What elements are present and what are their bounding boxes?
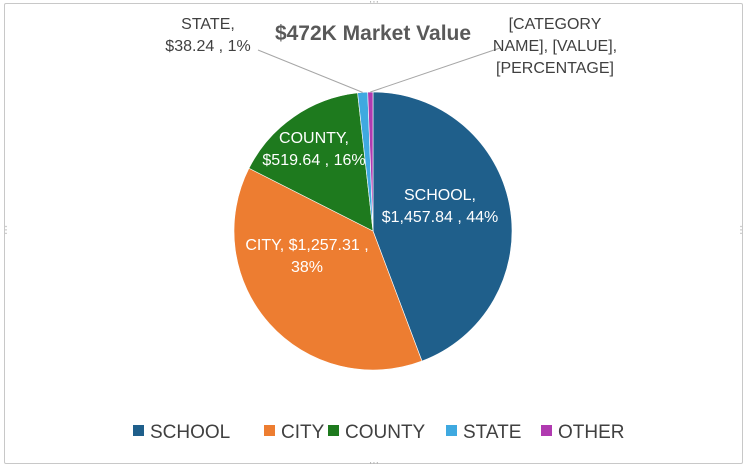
- slice-city[interactable]: [233, 167, 423, 371]
- leader-line-state: [257, 49, 363, 93]
- legend-label-state: STATE: [463, 422, 521, 443]
- legend-item-school[interactable]: SCHOOL: [133, 422, 230, 443]
- resize-handle-left[interactable]: ⋮: [1, 225, 11, 236]
- legend-label-county: COUNTY: [345, 422, 426, 443]
- legend-item-city[interactable]: CITY: [264, 422, 325, 443]
- legend-item-state[interactable]: STATE: [446, 422, 521, 443]
- legend-swatch-school: [133, 425, 144, 436]
- legend-label-other: OTHER: [558, 422, 625, 443]
- legend-label-school: SCHOOL: [150, 422, 230, 443]
- legend-swatch-county: [328, 425, 339, 436]
- slice-school[interactable]: [372, 91, 513, 362]
- chart-title: $472K Market Value: [275, 22, 471, 45]
- slice-county[interactable]: [248, 92, 374, 232]
- data-label-county: COUNTY, $519.64 , 16%: [262, 130, 365, 169]
- leader-line-other: [370, 47, 501, 93]
- resize-handle-top[interactable]: ⋯: [369, 0, 379, 8]
- resize-handle-right[interactable]: ⋮: [736, 225, 746, 236]
- legend-label-city: CITY: [281, 422, 325, 443]
- data-label-school: SCHOOL, $1,457.84 , 44%: [382, 187, 499, 226]
- legend-item-other[interactable]: OTHER: [541, 422, 625, 443]
- legend-swatch-city: [264, 425, 275, 436]
- data-label-other: [CATEGORY NAME], [VALUE], [PERCENTAGE]: [493, 16, 617, 77]
- legend-swatch-state: [446, 425, 457, 436]
- data-label-city: CITY, $1,257.31 , 38%: [245, 237, 368, 276]
- legend-swatch-other: [541, 425, 552, 436]
- data-label-state: STATE, $38.24 , 1%: [165, 16, 250, 55]
- legend-item-county[interactable]: COUNTY: [328, 422, 426, 443]
- resize-handle-bottom[interactable]: ⋯: [369, 458, 379, 469]
